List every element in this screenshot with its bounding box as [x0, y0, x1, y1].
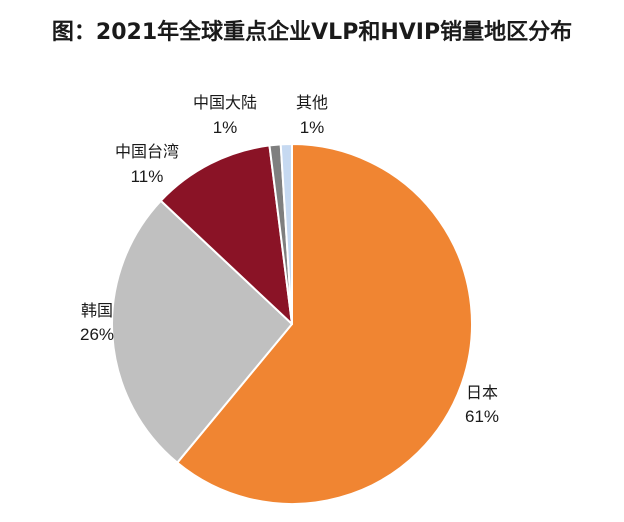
slice-value-japan: 61%	[465, 407, 499, 426]
slice-value-mainland: 1%	[213, 118, 238, 137]
slice-label-korea: 韩国	[81, 301, 113, 320]
slice-label-mainland: 中国大陆	[193, 93, 257, 112]
pie-slice-japan	[176, 143, 473, 505]
slice-label-other: 其他	[296, 93, 328, 112]
pie-slice-other	[279, 143, 293, 325]
slice-value-taiwan: 11%	[131, 167, 164, 186]
pie-slice-taiwan	[159, 144, 293, 325]
slice-value-korea: 26%	[80, 325, 114, 344]
slice-label-japan: 日本	[466, 383, 498, 402]
pie-slice-korea	[111, 199, 293, 464]
slice-value-other: 1%	[300, 118, 325, 137]
pie-slices	[111, 143, 473, 505]
chart-title: 图：2021年全球重点企业VLP和HVIP销量地区分布	[51, 20, 573, 45]
pie-labels: 日本 61% 韩国 26% 中国台湾 11% 中国大陆 1% 其他 1%	[80, 93, 499, 426]
slice-label-taiwan: 中国台湾	[115, 142, 179, 161]
